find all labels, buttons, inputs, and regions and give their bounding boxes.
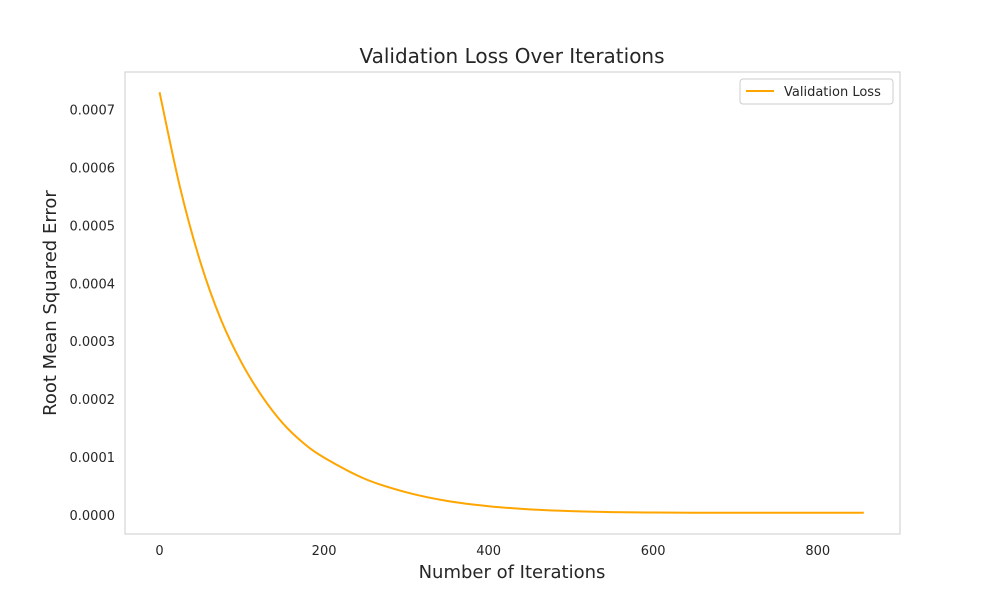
y-tick-label: 0.0006 <box>70 162 116 177</box>
x-tick-label: 200 <box>312 544 337 559</box>
legend-box <box>739 78 894 105</box>
legend-label-validation-loss: Validation Loss <box>784 85 881 100</box>
plot-frame <box>124 71 901 535</box>
y-tick-label: 0.0001 <box>70 451 116 466</box>
x-tick-label: 800 <box>805 544 830 559</box>
chart-title: Validation Loss Over Iterations <box>359 44 664 68</box>
y-tick-label: 0.0004 <box>70 277 116 292</box>
x-tick-label: 600 <box>641 544 666 559</box>
y-tick-label: 0.0005 <box>70 219 116 234</box>
x-tick-label: 400 <box>476 544 501 559</box>
plot-area: 0.0000 0.0001 0.0002 0.0003 0.0004 0.0005 0.00… <box>70 71 901 559</box>
series-group <box>158 92 864 514</box>
y-tick-label: 0.0002 <box>70 393 116 408</box>
legend: Validation Loss <box>739 78 894 105</box>
y-tick-label: 0.0003 <box>70 335 116 350</box>
y-tick-label: 0.0000 <box>70 509 116 524</box>
x-axis-ticks: 0 200 400 600 800 <box>155 544 830 559</box>
y-axis-ticks: 0.0000 0.0001 0.0002 0.0003 0.0004 0.0005 0.00… <box>70 104 116 524</box>
x-axis-label: Number of Iterations <box>419 562 606 583</box>
x-tick-label: 0 <box>155 544 163 559</box>
series-line-validation-loss <box>158 92 864 514</box>
y-tick-label: 0.0007 <box>70 104 116 119</box>
y-axis-label: Root Mean Squared Error <box>40 190 61 416</box>
